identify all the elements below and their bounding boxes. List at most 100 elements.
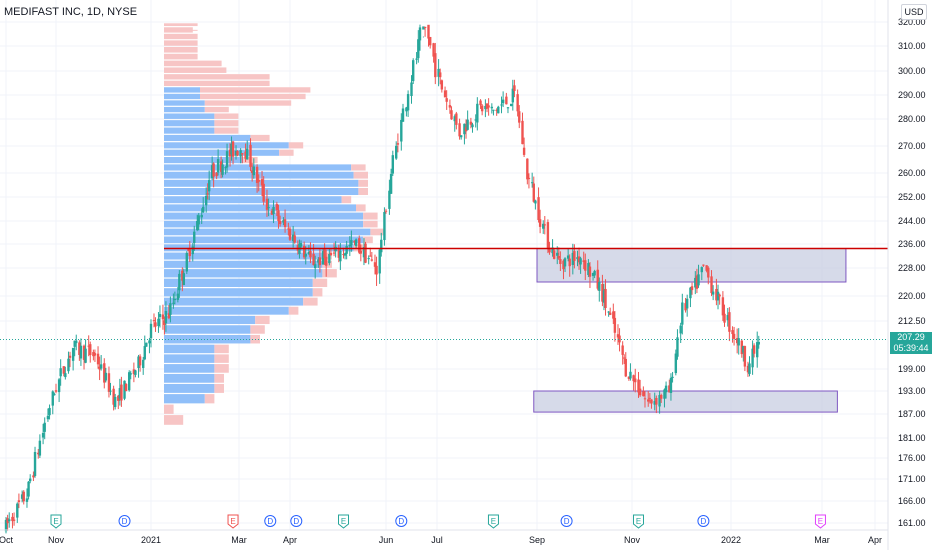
vp-down-bar: [164, 29, 198, 31]
vp-up-bar: [164, 188, 359, 195]
candle-body: [487, 105, 490, 108]
x-tick-label: Apr: [283, 535, 297, 545]
candle-body: [48, 407, 51, 416]
vp-down-bar: [370, 228, 385, 236]
candle-body: [244, 151, 247, 159]
vp-up-bar: [164, 288, 313, 297]
candle-body: [591, 273, 595, 276]
y-tick-label: 181.00: [898, 433, 926, 443]
candle-body: [22, 491, 25, 502]
candle-body: [93, 353, 97, 356]
dividend-marker-icon: D: [697, 515, 710, 527]
vp-up-bar: [164, 113, 215, 119]
candle-body: [267, 207, 270, 209]
vp-down-bar: [279, 149, 294, 156]
y-tick-label: 320.00: [898, 17, 926, 27]
candle-body: [345, 245, 348, 254]
candle-body: [176, 293, 180, 300]
currency-button[interactable]: USD: [901, 4, 927, 20]
candle-body: [282, 220, 285, 223]
candle-body: [154, 322, 157, 327]
candle-body: [632, 375, 635, 382]
candles: [4, 24, 760, 534]
y-tick-label: 244.00: [898, 216, 926, 226]
candle-body: [234, 150, 238, 156]
candle-body: [257, 179, 260, 182]
vp-up-bar: [164, 127, 215, 134]
candle-body: [748, 363, 751, 374]
candle-body: [480, 105, 484, 112]
candle-body: [99, 364, 103, 369]
vp-down-bar: [204, 394, 215, 404]
y-tick-label: 166.00: [898, 496, 926, 506]
candle-body: [538, 219, 542, 227]
candle-body: [354, 239, 358, 246]
candle-body: [129, 373, 132, 375]
vp-down-bar: [363, 236, 373, 244]
candle-body: [429, 36, 432, 46]
candle-body: [566, 255, 570, 259]
candle-body: [711, 291, 715, 295]
vp-up-bar: [164, 134, 251, 142]
x-tick-label: Nov: [48, 535, 65, 545]
candle-body: [33, 452, 37, 477]
demand-zone: [533, 390, 838, 413]
candle-body: [96, 353, 100, 365]
candle-body: [8, 519, 11, 522]
marker-letter: E: [636, 517, 641, 526]
candle-body: [293, 235, 296, 243]
candle-body: [375, 265, 378, 275]
candle-body: [215, 172, 218, 177]
candle-body: [275, 204, 279, 211]
candle-body: [637, 379, 640, 393]
vp-down-bar: [312, 288, 323, 297]
candle-body: [265, 198, 269, 210]
vp-down-bar: [164, 80, 270, 87]
candle-body: [57, 379, 61, 393]
candle-body: [324, 256, 328, 266]
candle-body: [103, 363, 106, 383]
vp-up-bar: [164, 364, 215, 373]
candle-body: [516, 94, 519, 112]
candle-body: [323, 249, 326, 259]
vp-down-bar: [341, 196, 352, 204]
y-tick-label: 199.00: [898, 364, 926, 374]
candle-body: [638, 388, 642, 396]
vp-down-bar: [363, 220, 378, 228]
candle-body: [476, 103, 479, 123]
candle-body: [143, 346, 146, 360]
candle-body: [726, 315, 729, 321]
candle-body: [534, 200, 537, 204]
vp-down-bar: [288, 142, 304, 149]
x-tick-label: Sep: [529, 535, 545, 545]
candle-body: [4, 519, 8, 532]
candle-body: [27, 481, 30, 497]
candle-body: [624, 358, 627, 377]
vp-down-bar: [164, 404, 174, 414]
last-price-tag: 207.29 05:39:44: [890, 332, 932, 354]
candle-body: [455, 113, 458, 125]
candle-body: [655, 397, 658, 405]
candle-body: [246, 148, 249, 160]
candle-body: [556, 252, 559, 256]
vp-down-bar: [164, 67, 227, 73]
candle-body: [87, 345, 90, 347]
candle-body: [202, 206, 205, 213]
candle-body: [43, 422, 46, 432]
candle-body: [182, 273, 186, 285]
candle-body: [389, 173, 393, 194]
candle-body: [439, 72, 442, 78]
candle-body: [548, 247, 551, 253]
candle-body: [490, 106, 494, 109]
candle-body: [367, 258, 370, 260]
vp-up-bar: [164, 354, 215, 363]
x-axis[interactable]: Oct Nov 2021 Mar Apr Jun Jul Sep Nov 2022 Mar Apr: [0, 529, 888, 545]
candle-body: [448, 105, 452, 108]
candle-body: [669, 377, 673, 393]
y-axis[interactable]: 320.00 310.00 300.00 290.00 280.00 270.00 260.…: [887, 0, 926, 550]
vp-down-bar: [288, 306, 299, 315]
candle-body: [391, 155, 394, 174]
vp-up-bar: [164, 325, 251, 334]
